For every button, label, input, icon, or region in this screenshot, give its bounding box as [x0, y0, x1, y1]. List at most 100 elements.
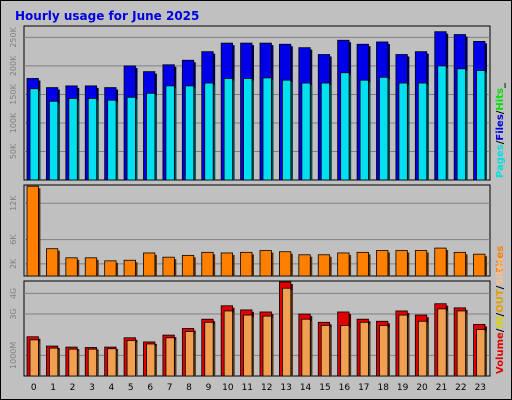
bar-body [376, 250, 389, 277]
hits-bar-pages [437, 65, 449, 181]
hits-bar-pages [340, 72, 352, 181]
volume-bar-out [107, 348, 119, 377]
hits-ytick-label: 50K [9, 143, 18, 159]
hits-legend-item: _ [495, 83, 506, 88]
x-axis: 0 1 2 3 4 5 6 7 8 9 10 11 12 13 14 15 16 17 18 19 20 21 22 23 [31, 383, 486, 393]
volume-bar-out [417, 320, 429, 377]
sites-bar-sites [298, 254, 313, 277]
bar-body [68, 98, 78, 181]
bar-body [243, 78, 253, 181]
bar-body [473, 253, 486, 277]
bar-body [298, 254, 311, 277]
bar-body [359, 321, 369, 377]
bar-body [243, 314, 253, 377]
volume-bar-out [379, 325, 390, 377]
bar-body [437, 308, 447, 377]
volume-bar-out [146, 343, 157, 377]
hits-ytick-label: 150K [9, 83, 18, 104]
sites-bar-sites [453, 251, 468, 277]
bar-body [104, 260, 117, 277]
bar-body [262, 77, 272, 181]
x-tick-label: 8 [186, 383, 192, 393]
volume-ytick-label: 4G [9, 288, 18, 299]
sites-ytick-label: 12K [9, 195, 18, 211]
hits-legend-text: Pages/Files/Hits_ [495, 83, 506, 178]
bar-body [68, 348, 78, 377]
hits-legend-item: / [495, 110, 506, 114]
hits-ytick-label: 100K [9, 112, 18, 133]
bar-body [414, 250, 428, 277]
bar-body [282, 287, 292, 377]
hits-bar-pages [87, 98, 99, 181]
bar-body [453, 251, 466, 277]
sites-bar-sites [376, 250, 390, 277]
volume-legend-item: IN [495, 316, 506, 328]
volume-legend: Volume/IN/OUT/Sites [495, 257, 506, 374]
sites-bar-sites [337, 252, 352, 277]
hits-bar-pages [126, 96, 138, 181]
volume-bar-out [49, 347, 60, 377]
volume-bar-out [29, 339, 41, 377]
sites-bar-sites [473, 253, 487, 277]
chart-title: Hourly usage for June 2025 [15, 9, 199, 23]
bar-body [162, 256, 175, 277]
x-tick-label: 6 [147, 383, 153, 393]
x-tick-label: 19 [397, 383, 409, 393]
bar-body [165, 85, 175, 181]
sites-bar-sites [356, 251, 371, 277]
hits-bar-pages [165, 85, 177, 181]
bar-body [279, 251, 292, 277]
sites-bar-sites [201, 251, 216, 277]
hits-bar-pages [68, 98, 80, 181]
bar-body [223, 310, 233, 377]
volume-legend-item: / [495, 312, 506, 316]
bar-body [320, 325, 331, 377]
sites-bar-sites [279, 251, 293, 277]
bar-body [143, 252, 156, 277]
hits-bar-pages [243, 78, 254, 181]
bar-body [395, 250, 408, 277]
sites-bar-sites [220, 252, 235, 277]
x-tick-label: 2 [70, 383, 76, 393]
x-tick-label: 0 [31, 383, 37, 393]
bar-body [301, 82, 311, 181]
bar-body [317, 254, 331, 277]
bar-body [356, 251, 369, 277]
x-tick-label: 14 [300, 383, 312, 393]
sites-panel: 2K 6K 12K Sites [9, 184, 506, 277]
bar-body [476, 70, 486, 181]
volume-ytick-label: 1000M [9, 342, 18, 369]
x-tick-label: 3 [89, 383, 95, 393]
bar-body [398, 82, 408, 181]
sites-bar-sites [143, 252, 157, 277]
bar-body [301, 318, 311, 377]
hits-ytick-label: 250K [9, 26, 18, 47]
bar-body [123, 259, 136, 277]
bar-body [220, 252, 233, 277]
bar-body [337, 252, 350, 277]
hits-bar-pages [417, 82, 429, 181]
sites-bar-sites [240, 251, 254, 277]
hits-bar-pages [184, 85, 196, 181]
bar-body [223, 78, 233, 181]
bar-body [184, 85, 195, 181]
x-tick-label: 21 [436, 383, 447, 393]
bar-body [417, 320, 428, 377]
hits-legend-item: Pages [495, 144, 506, 178]
bar-body [456, 310, 466, 377]
bar-body [146, 343, 156, 377]
bar-body [201, 251, 214, 277]
hits-bar-pages [282, 79, 293, 181]
volume-bar-out [359, 321, 371, 377]
bar-body [456, 68, 466, 181]
volume-plot-area [23, 280, 491, 377]
bar-body [262, 315, 272, 377]
bar-body [126, 340, 136, 377]
chart-panels: 50K100K150K200K250KPages/Files/Hits_2K6K… [9, 25, 506, 377]
volume-bar-out [262, 315, 274, 377]
hits-bar-pages [107, 99, 119, 181]
volume-bar-out [68, 348, 80, 377]
